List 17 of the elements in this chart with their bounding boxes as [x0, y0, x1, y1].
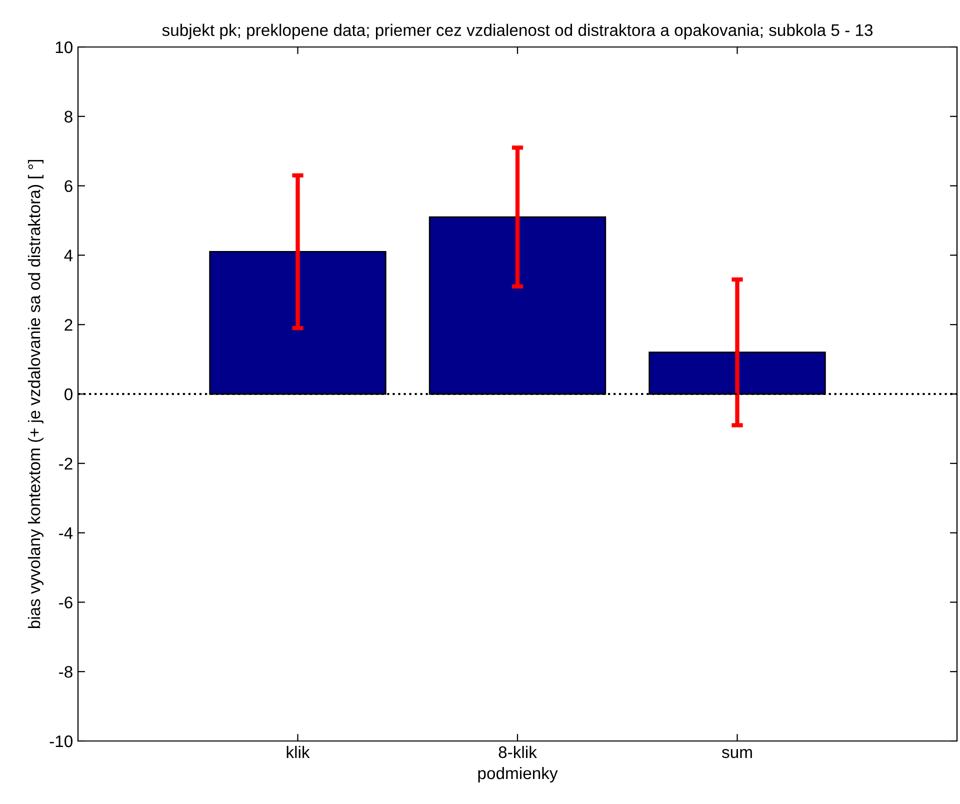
x-tick-label: klik [286, 746, 310, 758]
y-tick-label: -4 [59, 527, 73, 539]
y-tick-label: -6 [59, 596, 72, 608]
y-tick-label: 2 [64, 319, 72, 331]
y-tick-label: 8 [64, 110, 72, 123]
y-tick-label: 6 [64, 180, 72, 192]
y-tick-label: -10 [50, 735, 72, 748]
y-axis-title: bias vyvolany kontextom (+ je vzdalovanie sa od distraktora) [ °] [28, 160, 44, 628]
y-tick-label: 0 [64, 388, 72, 400]
chart-title: subjekt pk; preklopene data; priemer cez vzdialenost od distraktora a opakovania; subkola 5 - 13 [162, 24, 873, 40]
x-tick-label: 8-klik [498, 746, 537, 758]
y-tick-label: -8 [59, 666, 72, 678]
y-tick-label: -2 [59, 458, 72, 470]
x-axis-title: podmienky [478, 766, 558, 782]
y-tick-label: 10 [56, 41, 72, 54]
y-tick-label: 4 [64, 250, 73, 262]
x-tick-label: sum [722, 748, 752, 758]
